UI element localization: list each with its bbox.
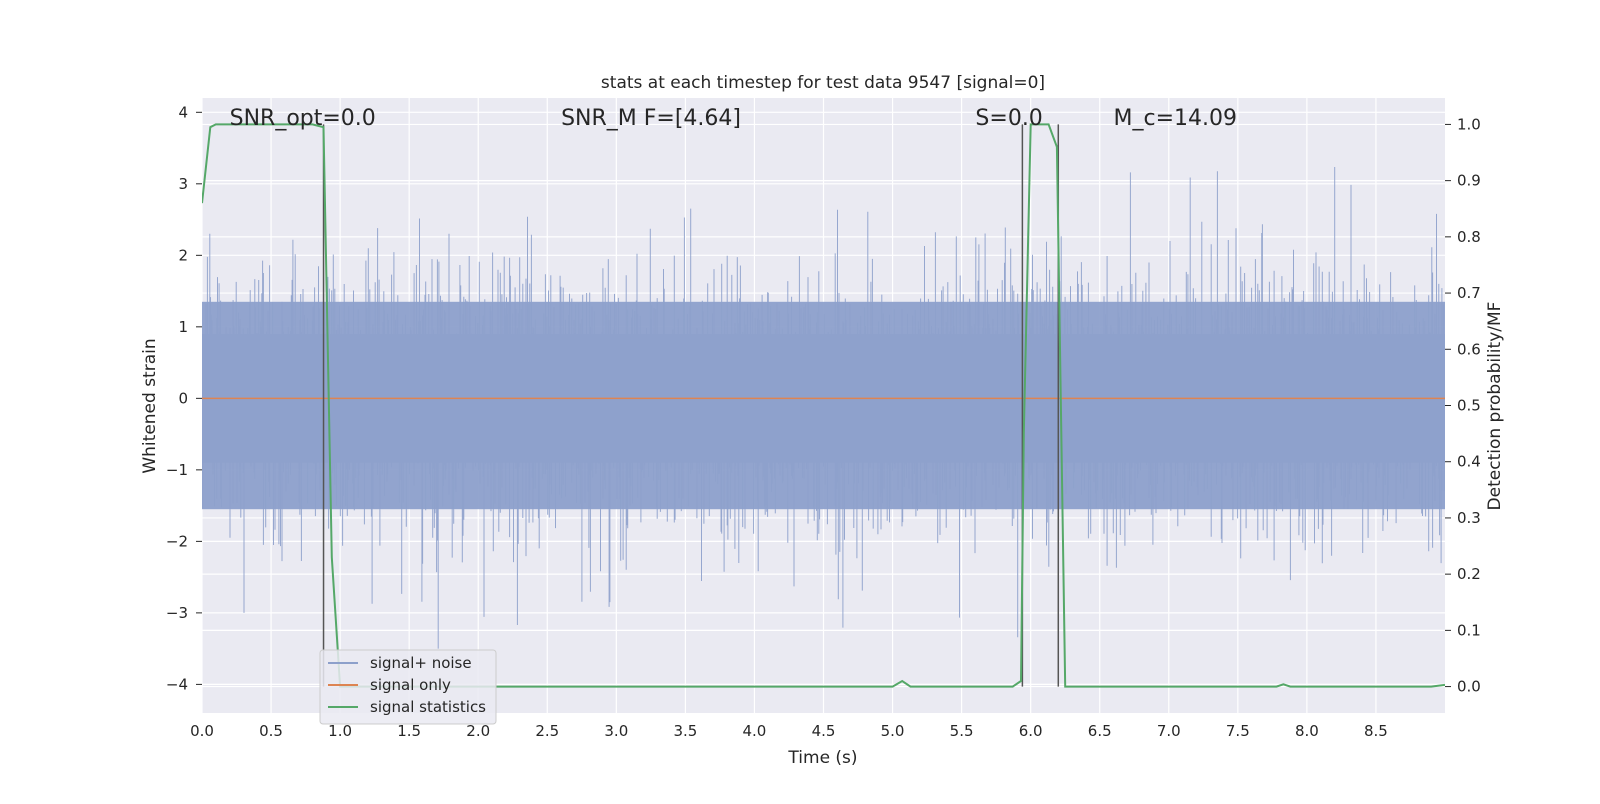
tick-layer: 0.0 0.5 1.0 1.5 2.0 2.5 3.0 3.5 4.0 4.5 5.0 5.5 6.0 6… xyxy=(166,103,1481,740)
y-tick-label: −4 xyxy=(166,675,188,693)
y2-tick-label: 0.6 xyxy=(1457,340,1481,358)
annotation-s-stat: S=0.0 xyxy=(975,106,1042,131)
legend-box xyxy=(319,649,497,725)
annotation-snr-mf: SNR_M F=[4.64] xyxy=(561,106,741,131)
y-tick-label: −1 xyxy=(166,461,188,479)
x-tick-label: 8.0 xyxy=(1295,722,1319,740)
y-tick-label: −3 xyxy=(166,604,188,622)
y-tick-label: 1 xyxy=(178,318,188,336)
y2-axis-label: Detection probability/MF xyxy=(1485,302,1505,511)
x-tick-label: 2.0 xyxy=(466,722,490,740)
x-tick-label: 4.0 xyxy=(743,722,767,740)
y2-tick-label: 0.3 xyxy=(1457,509,1481,527)
x-tick-label: 0.0 xyxy=(190,722,214,740)
legend-label-signal: signal only xyxy=(370,676,451,694)
x-tick-label: 1.0 xyxy=(328,722,352,740)
y2-tick-label: 1.0 xyxy=(1457,115,1481,133)
x-tick-label: 3.5 xyxy=(673,722,697,740)
legend-label-stats: signal statistics xyxy=(370,698,486,716)
annotation-snr-opt: SNR_opt=0.0 xyxy=(230,106,376,131)
y-axis-label: Whitened strain xyxy=(140,338,160,473)
chart-title: stats at each timestep for test data 954… xyxy=(601,73,1045,93)
x-tick-label: 2.5 xyxy=(535,722,559,740)
x-tick-label: 1.5 xyxy=(397,722,421,740)
x-tick-label: 6.5 xyxy=(1088,722,1112,740)
y2-tick-label: 0.7 xyxy=(1457,284,1481,302)
y2-tick-label: 0.0 xyxy=(1457,678,1481,696)
x-tick-label: 7.0 xyxy=(1157,722,1181,740)
y2-tick-label: 0.9 xyxy=(1457,172,1481,190)
legend-label-noise: signal+ noise xyxy=(370,654,472,672)
annotation-layer: SNR_opt=0.0 SNR_M F=[4.64] S=0.0 M_c=14.09 xyxy=(230,106,1237,131)
y-tick-label: 4 xyxy=(178,103,188,121)
legend: signal+ noise signal only signal statist… xyxy=(319,649,497,725)
x-tick-label: 0.5 xyxy=(259,722,283,740)
y-tick-label: 2 xyxy=(178,246,188,264)
y-tick-label: 3 xyxy=(178,175,188,193)
y2-tick-label: 0.8 xyxy=(1457,228,1481,246)
x-axis-label: Time (s) xyxy=(787,748,857,768)
y2-tick-label: 0.4 xyxy=(1457,453,1481,471)
y2-tick-label: 0.2 xyxy=(1457,565,1481,583)
x-tick-label: 8.5 xyxy=(1364,722,1388,740)
x-tick-label: 5.0 xyxy=(881,722,905,740)
y2-tick-label: 0.1 xyxy=(1457,621,1481,639)
x-tick-label: 7.5 xyxy=(1226,722,1250,740)
annotation-mc: M_c=14.09 xyxy=(1114,106,1238,131)
y2-tick-label: 0.5 xyxy=(1457,397,1481,415)
signal-noise-band xyxy=(202,301,1445,510)
x-tick-label: 3.0 xyxy=(604,722,628,740)
x-tick-label: 5.5 xyxy=(950,722,974,740)
x-tick-label: 6.0 xyxy=(1019,722,1043,740)
signal-statistics-series xyxy=(202,123,1445,688)
signal-statistics-line xyxy=(202,123,1445,688)
y-tick-label: −2 xyxy=(166,532,188,550)
y-tick-label: 0 xyxy=(178,389,188,407)
x-tick-label: 4.5 xyxy=(812,722,836,740)
signal-noise-series xyxy=(202,167,1445,649)
